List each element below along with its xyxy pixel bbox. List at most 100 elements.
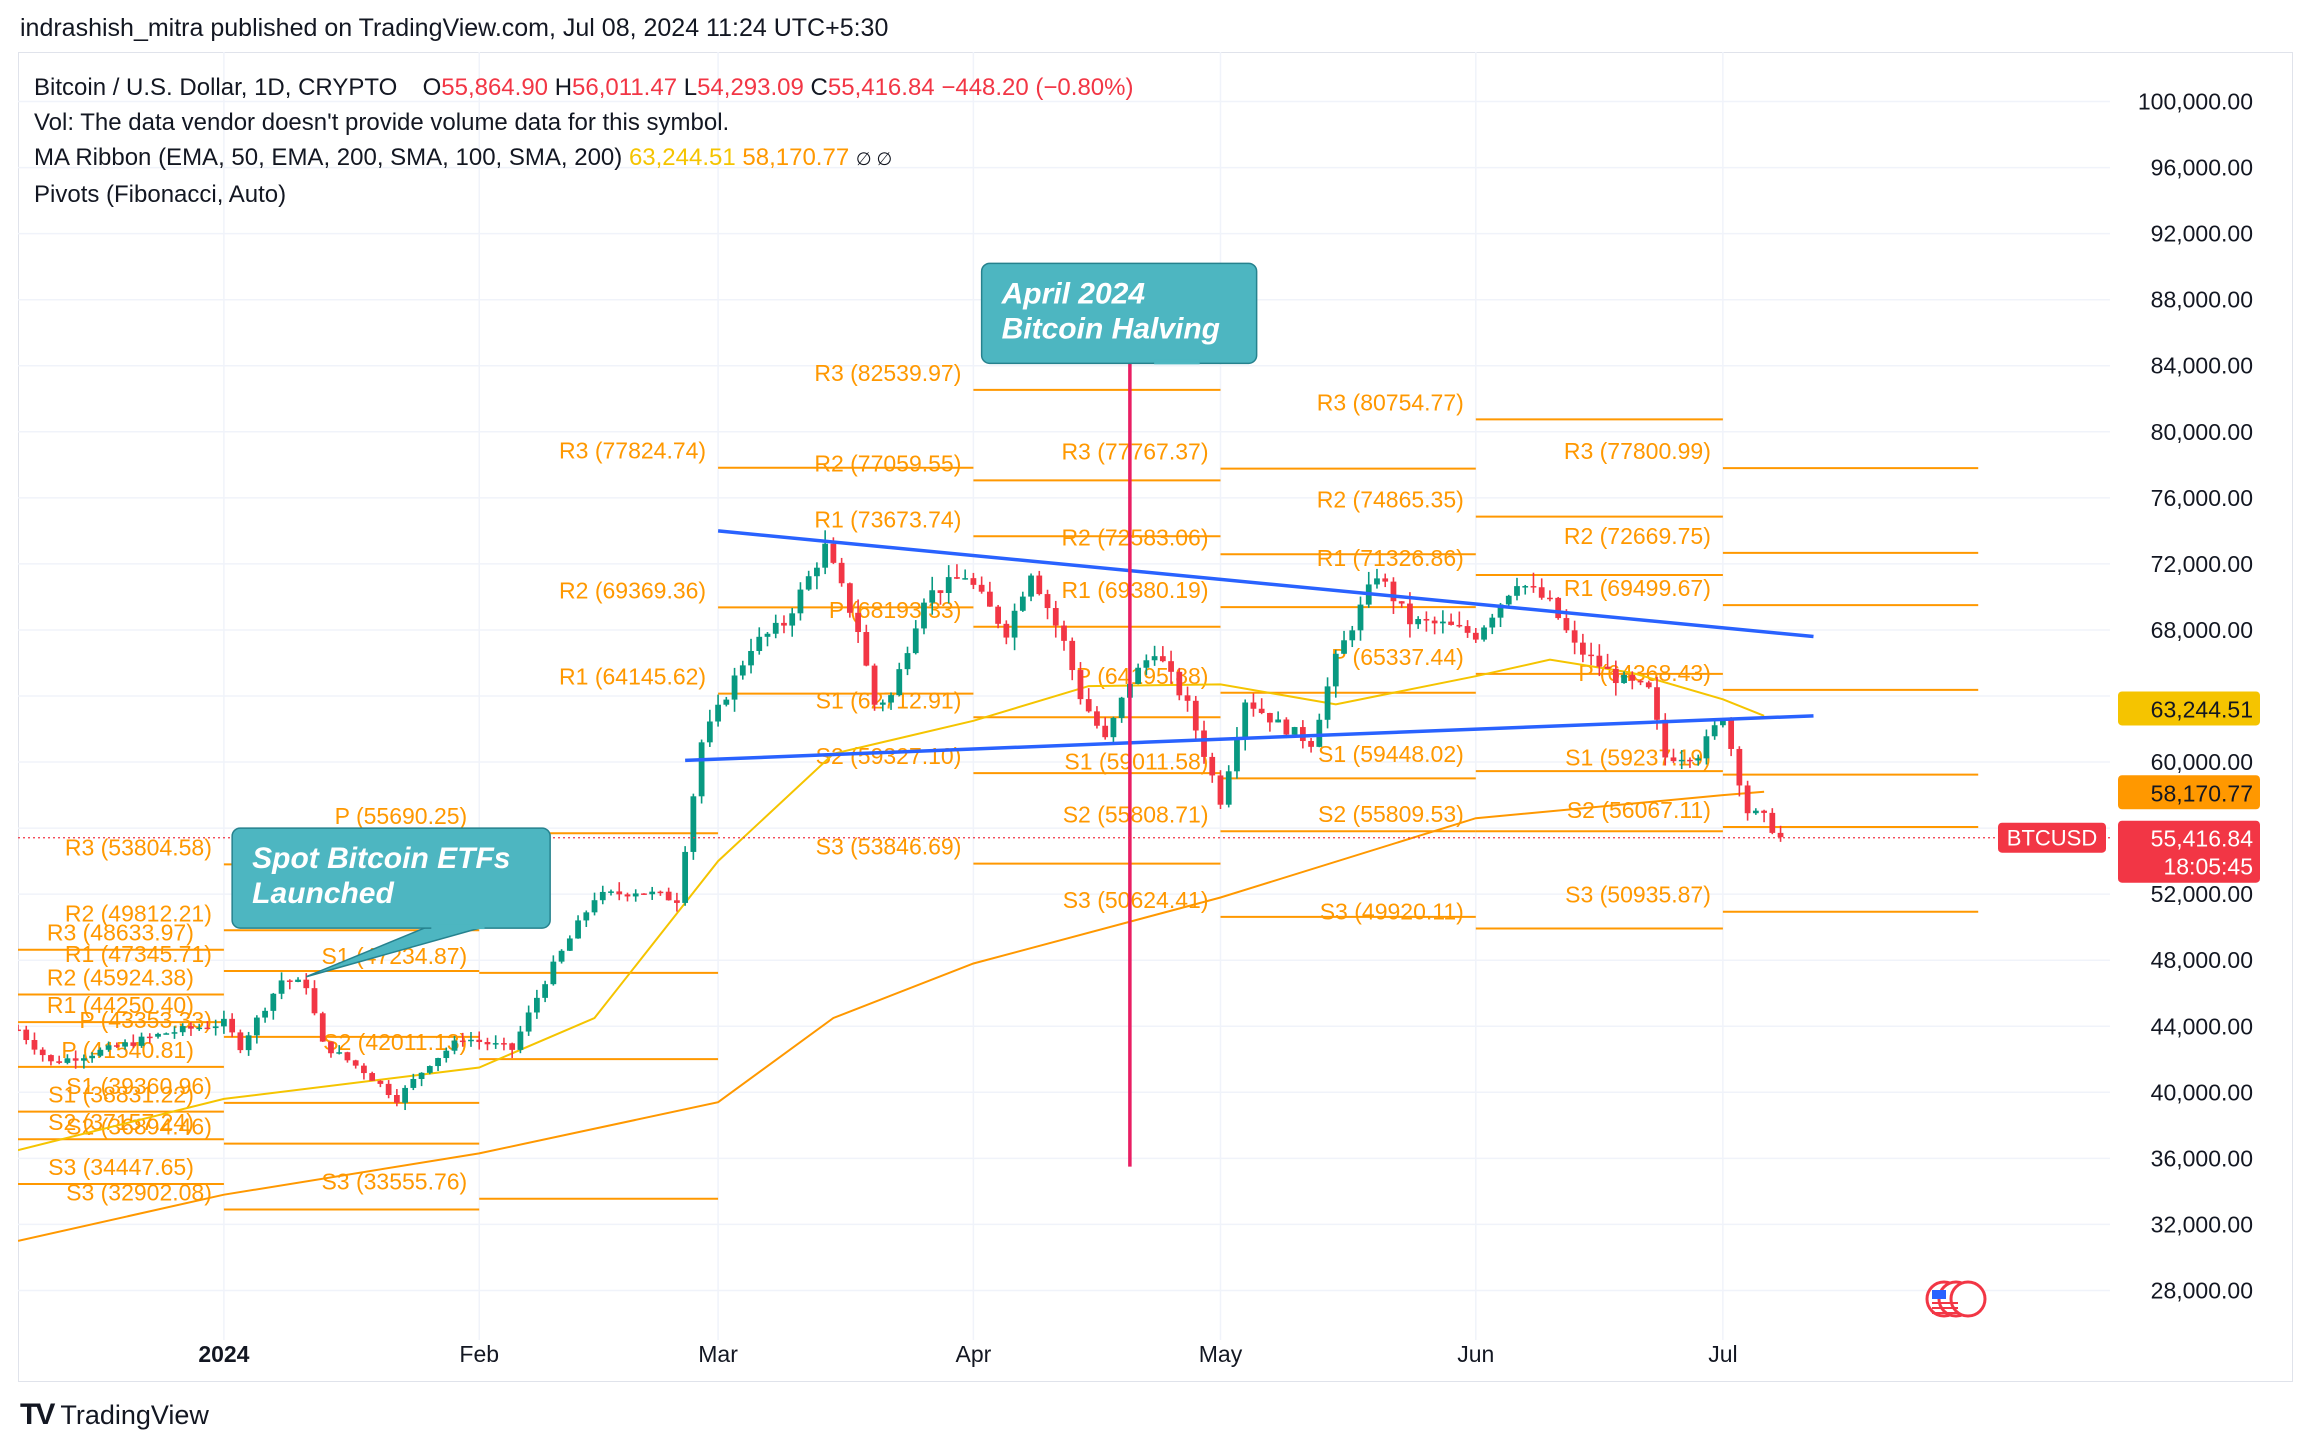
pivot-label-s2: S2 (37157.24) <box>48 1109 194 1135</box>
candle <box>855 599 861 643</box>
pivot-label-r1: R1 (73673.74) <box>814 506 961 532</box>
candle <box>501 1037 507 1051</box>
pivot-label-r1: R1 (69499.67) <box>1564 575 1711 601</box>
candle <box>1456 611 1463 628</box>
candle <box>1036 570 1043 596</box>
pivot-label-s2: S2 (36894.46) <box>66 1114 212 1140</box>
candle <box>418 1072 425 1087</box>
ma-ribbon-label[interactable]: MA Ribbon (EMA, 50, EMA, 200, SMA, 100, … <box>34 144 623 171</box>
candle <box>1505 594 1512 607</box>
candle <box>748 638 754 674</box>
candle <box>937 590 944 605</box>
trendline-2[interactable] <box>685 714 1814 763</box>
callout-box <box>980 262 1258 365</box>
candle <box>1423 611 1430 632</box>
y-tick-label: 68,000.00 <box>2151 617 2253 643</box>
candle <box>1703 729 1710 765</box>
trendline-1[interactable] <box>717 529 1814 639</box>
candle <box>179 1023 186 1036</box>
candle <box>1588 642 1595 666</box>
candle <box>1094 706 1100 729</box>
candle <box>1612 660 1619 696</box>
symbol-title[interactable]: Bitcoin / U.S. Dollar, 1D, CRYPTO <box>34 74 398 101</box>
candle <box>1135 663 1142 685</box>
candle <box>690 793 697 860</box>
candle <box>1514 577 1520 601</box>
candle <box>1019 591 1026 612</box>
candle <box>542 980 549 1003</box>
candle <box>715 694 721 727</box>
y-tick-label: 28,000.00 <box>2151 1277 2253 1303</box>
x-axis: 2024 Feb Mar Apr May Jun Jul <box>198 1341 1737 1367</box>
price-label-value: 55,416.84 <box>2151 826 2254 852</box>
candle <box>1431 616 1438 635</box>
candle <box>377 1080 384 1088</box>
y-tick-label: 80,000.00 <box>2151 419 2253 445</box>
pivot-label-r3: R3 (82539.97) <box>814 360 961 386</box>
y-tick-label: 84,000.00 <box>2151 353 2253 379</box>
candle <box>1225 765 1232 808</box>
candle <box>492 1035 499 1049</box>
candle <box>64 1054 71 1065</box>
candle <box>1052 600 1059 638</box>
candle <box>1407 592 1413 638</box>
candle <box>978 576 985 594</box>
y-axis[interactable]: 28,000.00 32,000.00 36,000.00 40,000.00 44,0… <box>1998 89 2260 1304</box>
candle <box>871 663 878 711</box>
candle <box>130 1034 137 1048</box>
publisher-line: indrashish_mitra published on TradingVie… <box>20 14 889 42</box>
pivot-label-p: P (43353.33) <box>79 1007 212 1033</box>
candle <box>1275 711 1282 723</box>
pivot-label-r3: R3 (80754.77) <box>1317 389 1464 415</box>
candle <box>1365 571 1372 608</box>
candle <box>764 631 771 647</box>
candle <box>525 1005 532 1036</box>
candle <box>632 889 639 902</box>
pivot-label-s3: S3 (49920.11) <box>1320 898 1464 924</box>
pivot-label-r1: R1 (71326.86) <box>1317 545 1464 571</box>
us-flag-icon <box>1949 1280 1987 1318</box>
candle <box>97 1047 104 1058</box>
candle <box>311 980 318 1016</box>
tradingview-brand[interactable]: TV TradingView <box>20 1398 209 1432</box>
candle <box>863 624 870 667</box>
low-label: L <box>683 74 698 101</box>
close-value: 55,416.84 <box>827 74 935 101</box>
candle <box>1085 688 1092 713</box>
candle <box>1077 662 1084 705</box>
pivot-label-s2: S2 (55809.53) <box>1318 801 1464 827</box>
economic-events-icon[interactable] <box>1925 1280 1987 1318</box>
candle <box>1398 601 1405 608</box>
candle <box>328 1041 334 1058</box>
pivots-label[interactable]: Pivots (Fibonacci, Auto) <box>34 181 287 208</box>
candle <box>706 709 713 747</box>
candle <box>48 1054 54 1066</box>
candle <box>122 1039 128 1050</box>
candle <box>1695 754 1702 766</box>
candle <box>674 892 680 912</box>
pivot-label-r2: R2 (77059.55) <box>814 450 961 476</box>
plot-area: R3 (48633.97)R2 (45924.38)R1 (44250.40)P… <box>18 344 2110 1242</box>
grid <box>18 52 2110 1340</box>
candle <box>1538 578 1545 600</box>
candle <box>575 915 581 939</box>
candle <box>954 564 960 580</box>
pivot-label-r2: R2 (72583.06) <box>1061 524 1208 550</box>
price-label-value: 58,170.77 <box>2151 780 2253 806</box>
candle <box>1374 568 1380 589</box>
candle <box>1678 750 1685 770</box>
candle <box>624 892 631 902</box>
candle <box>1258 698 1265 715</box>
candle <box>608 889 614 896</box>
pivot-label-s1: S1 (39360.96) <box>66 1073 212 1099</box>
candle <box>155 1032 161 1039</box>
candle <box>221 1010 227 1034</box>
candle <box>113 1042 120 1048</box>
candle <box>533 989 540 1019</box>
candle <box>1604 653 1611 669</box>
pivot-label-s1: S1 (38831.22) <box>48 1082 194 1108</box>
candle <box>56 1055 63 1065</box>
